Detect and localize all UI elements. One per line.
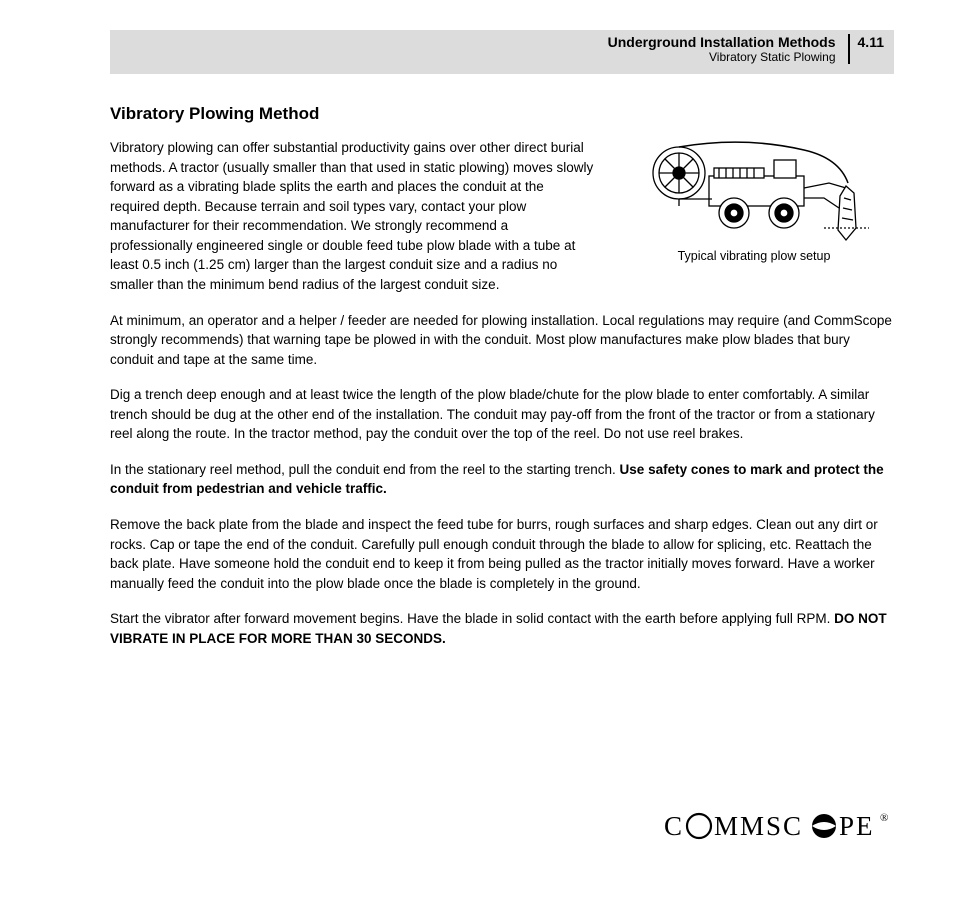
document-page: Underground Installation Methods Vibrato…	[0, 0, 954, 898]
page-header-bar: Underground Installation Methods Vibrato…	[110, 30, 894, 74]
intro-row: Vibratory plowing can offer substantial …	[110, 138, 894, 311]
paragraph: Start the vibrator after forward movemen…	[110, 609, 894, 648]
chapter-title: Underground Installation Methods	[608, 34, 836, 50]
paragraph: Vibratory plowing can offer substantial …	[110, 138, 594, 295]
intro-text: Vibratory plowing can offer substantial …	[110, 138, 594, 311]
paragraph: At minimum, an operator and a helper / f…	[110, 311, 894, 370]
header-titles: Underground Installation Methods Vibrato…	[608, 34, 850, 64]
section-title: Vibratory Static Plowing	[709, 50, 836, 64]
figure-caption: Typical vibrating plow setup	[614, 249, 894, 263]
page-content: Vibratory Plowing Method Vibratory plowi…	[110, 104, 894, 648]
brand-logo: C MMSC PE ®	[664, 809, 894, 843]
section-heading: Vibratory Plowing Method	[110, 104, 894, 124]
paragraph: Dig a trench deep enough and at least tw…	[110, 385, 894, 444]
paragraph-text: In the stationary reel method, pull the …	[110, 462, 620, 477]
svg-text:C: C	[664, 811, 684, 841]
svg-text:PE: PE	[839, 811, 875, 841]
paragraph: In the stationary reel method, pull the …	[110, 460, 894, 499]
figure: Typical vibrating plow setup	[614, 138, 894, 263]
svg-text:®: ®	[880, 812, 891, 824]
svg-text:MMSC: MMSC	[714, 811, 803, 841]
paragraph: Remove the back plate from the blade and…	[110, 515, 894, 593]
paragraph-text: Start the vibrator after forward movemen…	[110, 611, 834, 626]
plow-illustration	[624, 138, 884, 243]
page-number: 4.11	[858, 34, 884, 50]
